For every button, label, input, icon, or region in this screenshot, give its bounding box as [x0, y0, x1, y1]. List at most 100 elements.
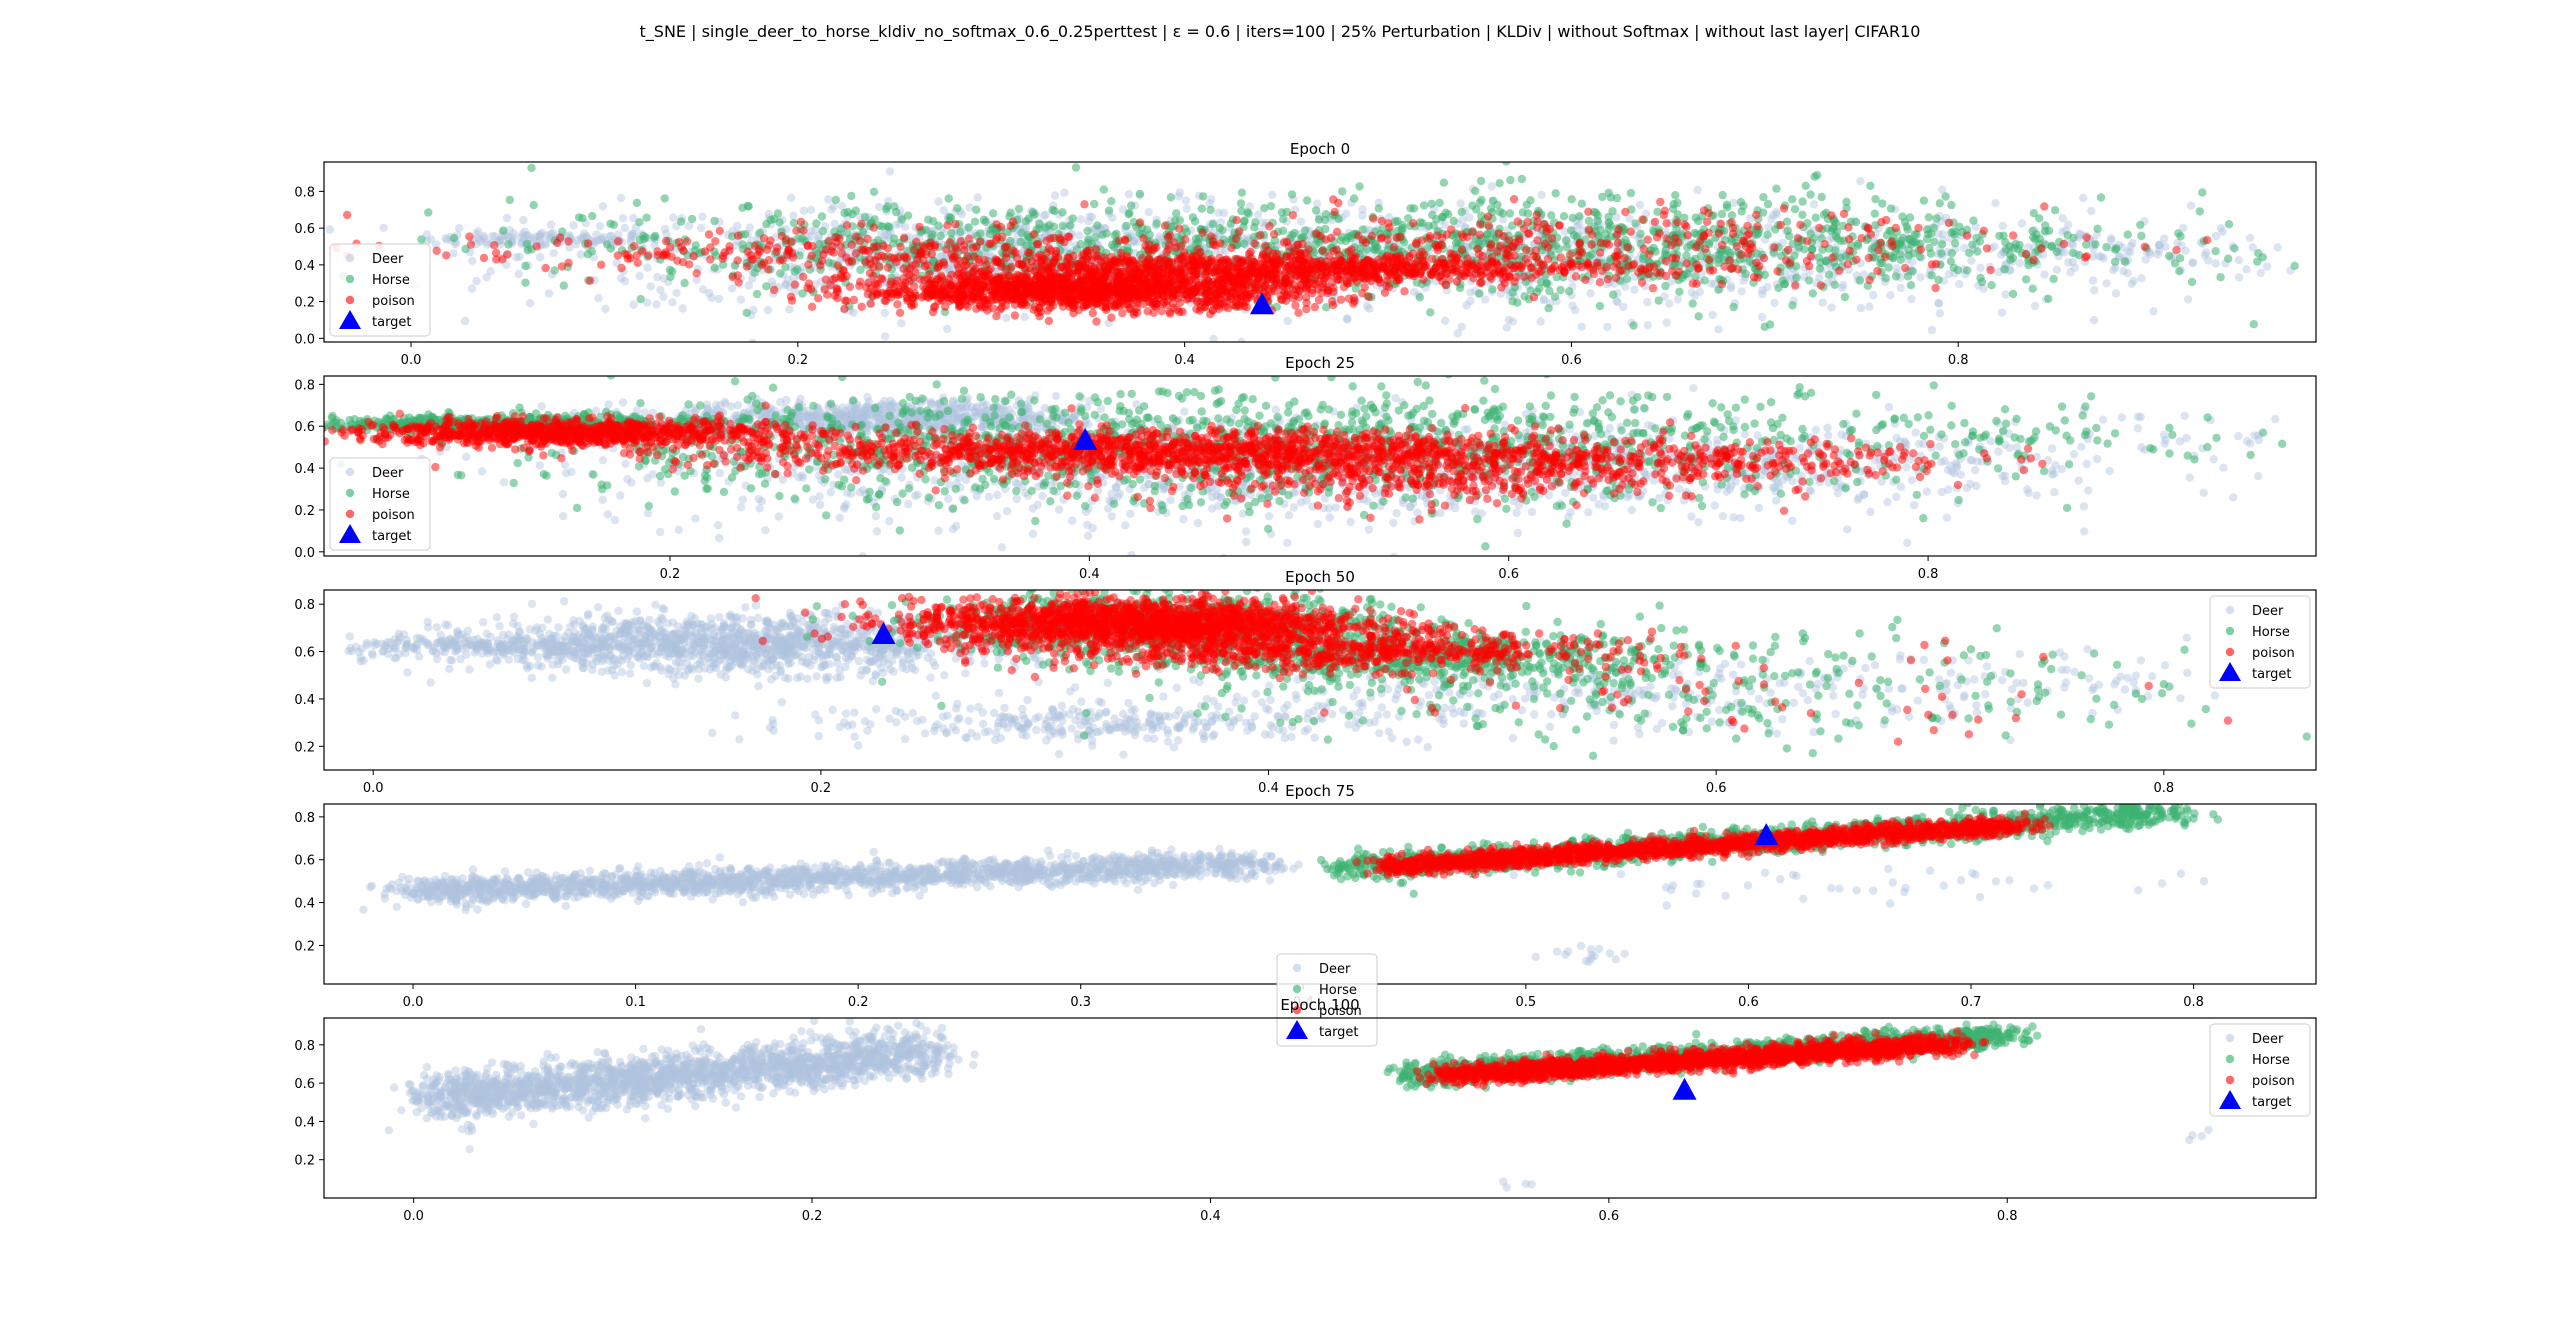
data-point — [684, 221, 694, 231]
data-point — [531, 232, 540, 241]
data-point — [2160, 234, 2169, 243]
data-point — [2052, 265, 2062, 275]
data-point — [1218, 226, 1227, 235]
data-point — [620, 223, 629, 233]
data-point — [504, 240, 513, 249]
data-point — [522, 231, 531, 240]
data-point — [2001, 290, 2010, 299]
data-point — [426, 235, 436, 244]
data-point — [627, 231, 636, 240]
data-point — [2203, 256, 2213, 265]
data-point — [1899, 233, 1908, 242]
data-point — [635, 218, 644, 227]
data-point — [2175, 267, 2184, 276]
data-point — [2137, 231, 2146, 241]
data-point — [1314, 215, 1324, 224]
data-point — [1458, 215, 1467, 225]
data-point — [1705, 238, 1714, 247]
data-point — [1938, 240, 1947, 249]
data-point — [2195, 207, 2204, 216]
data-point — [1972, 233, 1981, 243]
data-point — [525, 299, 535, 308]
data-point — [598, 202, 608, 211]
data-point — [1757, 312, 1767, 322]
data-point — [1094, 286, 1103, 295]
data-point — [1619, 302, 1628, 312]
data-point — [626, 235, 635, 244]
data-point — [1809, 200, 1819, 209]
data-point — [1481, 295, 1490, 304]
data-point — [1205, 199, 1214, 208]
data-point — [1246, 289, 1255, 298]
data-point — [956, 227, 965, 237]
data-point — [1398, 224, 1407, 233]
data-point — [629, 231, 638, 241]
data-point — [972, 205, 981, 214]
data-point — [1488, 285, 1497, 294]
data-point — [964, 223, 973, 232]
data-point — [635, 235, 644, 245]
data-point — [1995, 231, 2004, 241]
data-point — [1886, 291, 1895, 300]
data-point — [594, 294, 603, 303]
data-point — [1907, 294, 1916, 304]
data-point — [606, 231, 616, 240]
data-point — [1871, 194, 1880, 204]
subplot-epoch-0: Epoch 00.0 0.2 0.4 0.6 0.80.00.20.40.60.8 — [294, 140, 2317, 368]
data-point — [1544, 304, 1553, 313]
data-point — [1428, 210, 1437, 220]
data-point — [1483, 230, 1492, 239]
data-point — [1508, 317, 1518, 326]
data-point — [1996, 250, 2006, 260]
data-point — [660, 194, 669, 203]
data-point — [2123, 230, 2132, 239]
data-point — [627, 229, 636, 238]
data-point — [632, 198, 642, 207]
data-point — [1173, 305, 1182, 314]
data-point — [1798, 197, 1807, 206]
data-point — [842, 296, 851, 306]
data-point — [939, 206, 948, 215]
data-point — [1143, 307, 1152, 316]
data-point — [781, 263, 790, 272]
data-point — [1817, 192, 1826, 202]
data-point — [891, 220, 900, 230]
data-point — [860, 212, 870, 222]
data-point — [2094, 252, 2104, 261]
data-point — [662, 229, 671, 239]
data-point — [1060, 188, 1069, 197]
data-point — [2069, 233, 2078, 243]
data-point — [620, 276, 630, 286]
data-point — [1075, 231, 1084, 240]
data-point — [1466, 288, 1475, 297]
data-point — [1568, 301, 1577, 310]
data-point — [1770, 298, 1779, 307]
data-point — [1636, 229, 1645, 238]
data-point — [1518, 208, 1528, 217]
data-point — [483, 240, 492, 249]
data-point — [1471, 186, 1480, 196]
data-point — [1118, 308, 1127, 318]
data-point — [786, 193, 796, 202]
data-point — [1466, 296, 1475, 306]
data-point — [1567, 195, 1576, 204]
data-point — [1016, 237, 1026, 247]
data-point — [787, 296, 797, 305]
data-point — [1197, 204, 1207, 213]
data-point — [502, 213, 512, 223]
data-point — [1010, 300, 1020, 309]
data-point — [495, 236, 504, 245]
data-point — [881, 296, 891, 306]
data-point — [1562, 243, 1571, 252]
data-point — [1606, 221, 1615, 230]
data-point — [981, 217, 990, 227]
data-point — [1836, 253, 1845, 263]
data-point — [676, 217, 686, 226]
data-point — [467, 284, 477, 293]
data-point — [1384, 213, 1394, 222]
data-point — [1691, 213, 1700, 222]
data-point — [597, 234, 606, 243]
data-point — [1314, 295, 1324, 305]
data-point — [1143, 225, 1152, 234]
data-point — [1101, 302, 1110, 311]
